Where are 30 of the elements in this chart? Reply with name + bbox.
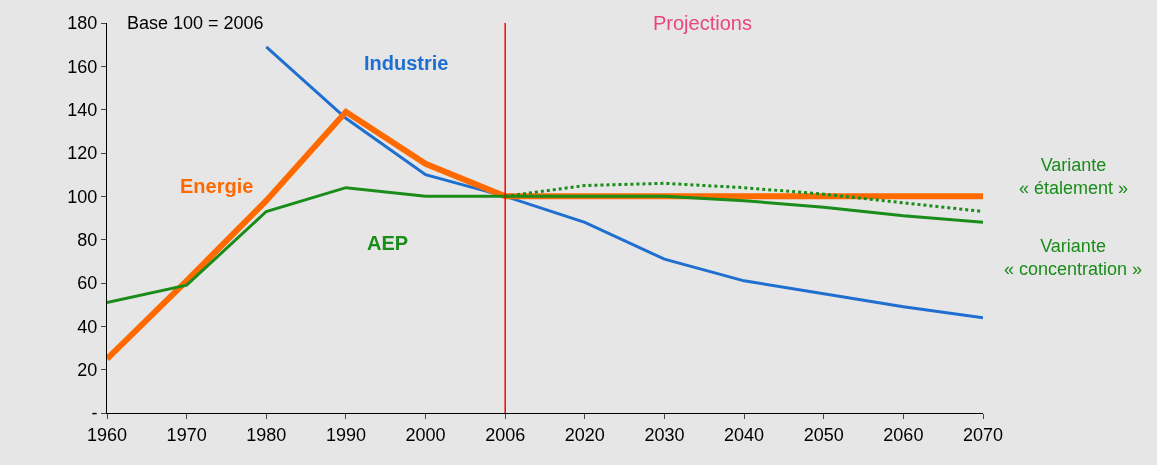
x-tick-label: 1960 <box>86 424 128 445</box>
y-tick-label: 40 <box>77 316 98 337</box>
y-tick-label: 20 <box>77 359 98 380</box>
y-tick-label: 180 <box>67 13 98 34</box>
x-tick-label: 1980 <box>246 424 287 445</box>
annotation: Projections <box>653 12 752 34</box>
x-tick-label: 2040 <box>724 424 765 445</box>
text: Industrie <box>364 52 449 74</box>
y-tick-label: 120 <box>67 143 98 164</box>
y-tick-label: 80 <box>77 229 98 250</box>
x-tick-label: 1970 <box>166 424 207 445</box>
x-tick-label: 2050 <box>803 424 844 445</box>
y-tick-label: 100 <box>67 186 98 207</box>
line-series <box>264 45 983 320</box>
text: Variante « étalement » <box>1019 155 1129 199</box>
x-tick-label: 1990 <box>325 424 366 445</box>
x-tick-label: 2070 <box>962 424 1004 445</box>
series-label: AEP <box>367 232 409 254</box>
y-tick-label: - <box>91 403 98 424</box>
x-tick-label: 2060 <box>883 424 924 445</box>
series-label: Energie <box>180 175 254 197</box>
x-tick-label: 2000 <box>405 424 446 445</box>
x-tick-label: 2006 <box>485 424 526 445</box>
x-tick-label: 2030 <box>644 424 685 445</box>
y-tick-label: 160 <box>67 56 98 77</box>
y-tick-label: 60 <box>77 273 98 294</box>
annotation: Variante « concentration » <box>1004 236 1143 280</box>
y-tick-label: 140 <box>67 99 98 120</box>
annotation: Base 100 = 2006 <box>127 13 264 33</box>
x-tick-label: 2020 <box>564 424 605 445</box>
